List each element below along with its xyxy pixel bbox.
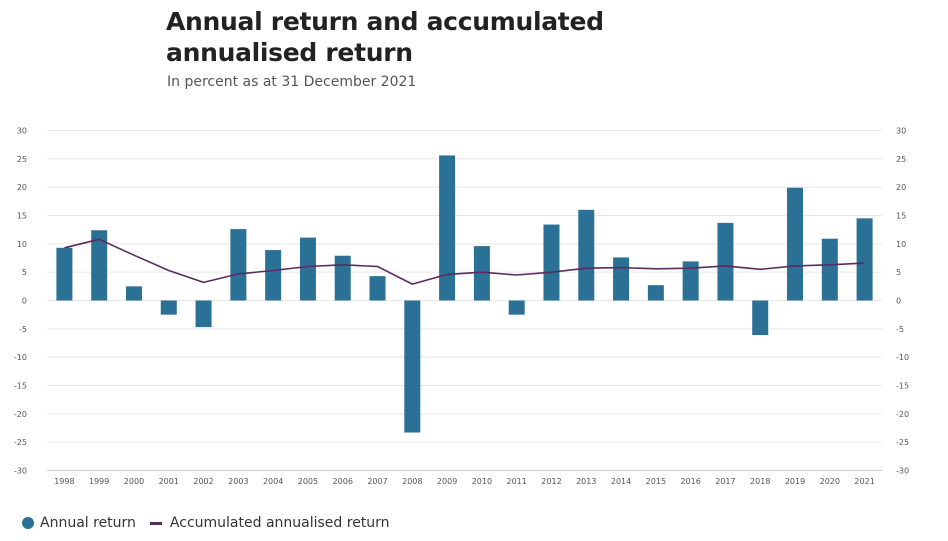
- x-axis: 1998 1999 2000 2001 2002 2003 2004 2005 2006 2007…: [54, 477, 875, 486]
- y-axis-left: 30 25 20 15 10 5 0 -5 -10 -15 -20 -25 -30: [14, 127, 27, 476]
- chart-title: Annual return and accumulated annualised…: [166, 7, 604, 67]
- x-tick-label: 2017: [715, 477, 735, 486]
- x-tick-label: 2014: [611, 477, 631, 486]
- y-tick-label-left: -25: [14, 438, 27, 447]
- x-tick-label: 2001: [159, 477, 179, 486]
- bar-2013[interactable]: [578, 209, 595, 301]
- bar-2007[interactable]: [369, 276, 386, 301]
- accumulated-return-line-group: [64, 238, 865, 285]
- legend-item-annual-return[interactable]: Annual return: [22, 515, 136, 531]
- legend-label-accumulated-return: Accumulated annualised return: [169, 515, 390, 531]
- y-tick-label-left: 15: [17, 212, 27, 221]
- y-tick-label-right: -25: [896, 438, 909, 447]
- x-tick-label: 2011: [507, 477, 527, 486]
- x-tick-label: 2003: [228, 477, 248, 486]
- y-tick-label-right: 10: [896, 240, 906, 249]
- x-tick-label: 2019: [785, 477, 805, 486]
- bar-2021[interactable]: [856, 218, 873, 301]
- bar-2003[interactable]: [230, 229, 247, 301]
- y-tick-label-right: 15: [896, 212, 906, 221]
- bar-2019[interactable]: [787, 187, 804, 301]
- x-tick-label: 2015: [646, 477, 666, 486]
- bar-2020[interactable]: [821, 238, 838, 301]
- x-tick-label: 2005: [298, 477, 318, 486]
- y-tick-label-right: -5: [896, 325, 904, 334]
- x-tick-label: 2018: [750, 477, 770, 486]
- y-tick-label-right: 30: [896, 127, 906, 136]
- y-tick-label-right: 25: [896, 155, 906, 164]
- bar-2015[interactable]: [647, 285, 664, 301]
- y-tick-label-left: -10: [14, 353, 27, 362]
- bar-2004[interactable]: [265, 250, 282, 301]
- y-tick-label-left: 10: [17, 240, 27, 249]
- x-tick-label: 2010: [472, 477, 492, 486]
- x-tick-label: 2012: [541, 477, 561, 486]
- y-tick-label-right: 20: [896, 183, 906, 192]
- x-tick-label: 2006: [333, 477, 353, 486]
- y-axis-right: 30 25 20 15 10 5 0 -5 -10 -15 -20 -25 -30: [896, 127, 909, 476]
- x-tick-label: 2004: [263, 477, 283, 486]
- grid-lines: [47, 130, 882, 471]
- chart-subtitle: In percent as at 31 December 2021: [167, 74, 417, 90]
- bar-2009[interactable]: [439, 155, 456, 301]
- bar-2014[interactable]: [613, 257, 630, 301]
- y-tick-label-right: -30: [896, 467, 909, 476]
- legend-label-annual-return: Annual return: [40, 515, 136, 531]
- annual-return-bars: [56, 155, 873, 433]
- x-tick-label: 2008: [402, 477, 422, 486]
- bar-2010[interactable]: [473, 246, 490, 301]
- x-tick-label: 2009: [437, 477, 457, 486]
- y-tick-label-left: 0: [22, 297, 27, 306]
- y-tick-label-left: 25: [17, 155, 27, 164]
- legend-bar-swatch: [22, 517, 34, 529]
- bar-2012[interactable]: [543, 224, 560, 301]
- x-tick-label: 2007: [367, 477, 387, 486]
- bar-1998[interactable]: [56, 247, 73, 301]
- legend-item-accumulated-return[interactable]: Accumulated annualised return: [149, 515, 390, 531]
- y-tick-label-left: 20: [17, 183, 27, 192]
- y-tick-label-right: 5: [896, 268, 901, 277]
- y-tick-label-left: 30: [17, 127, 27, 136]
- bar-2000[interactable]: [125, 286, 142, 301]
- y-tick-label-left: -30: [14, 467, 27, 476]
- y-tick-label-left: -15: [14, 382, 27, 391]
- bar-2011[interactable]: [508, 300, 525, 315]
- bar-2005[interactable]: [299, 237, 316, 301]
- bar-2002[interactable]: [195, 300, 212, 328]
- bar-2001[interactable]: [160, 300, 177, 315]
- bar-2017[interactable]: [717, 222, 734, 301]
- x-tick-label: 2020: [820, 477, 840, 486]
- y-tick-label-right: -20: [896, 410, 909, 419]
- y-tick-label-left: -20: [14, 410, 27, 419]
- x-tick-label: 1999: [89, 477, 109, 486]
- bar-2006[interactable]: [334, 255, 351, 301]
- bar-2018[interactable]: [752, 300, 769, 336]
- y-tick-label-right: 0: [896, 297, 901, 306]
- y-tick-label-left: -5: [19, 325, 27, 334]
- y-tick-label-right: -10: [896, 353, 909, 362]
- bar-2008[interactable]: [404, 300, 421, 433]
- x-tick-label: 2000: [124, 477, 144, 486]
- x-tick-label: 2013: [576, 477, 596, 486]
- x-tick-label: 2002: [193, 477, 213, 486]
- accumulated-return-line[interactable]: [64, 238, 865, 285]
- legend-line-swatch: [149, 521, 162, 525]
- y-tick-label-left: 5: [22, 268, 27, 277]
- bar-1999[interactable]: [91, 230, 108, 301]
- bar-2016[interactable]: [682, 261, 699, 301]
- y-tick-label-right: -15: [896, 382, 909, 391]
- x-tick-label: 2016: [680, 477, 700, 486]
- x-tick-label: 1998: [54, 477, 74, 486]
- chart-legend: Annual return Accumulated annualised ret…: [22, 515, 404, 531]
- x-tick-label: 2021: [854, 477, 874, 486]
